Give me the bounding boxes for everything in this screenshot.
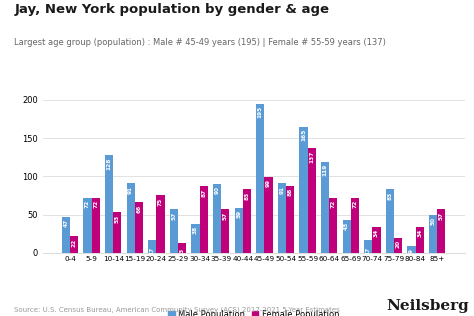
Bar xyxy=(308,148,316,253)
Bar xyxy=(91,198,100,253)
Text: 66: 66 xyxy=(137,205,141,213)
Text: 91: 91 xyxy=(128,185,133,194)
Bar xyxy=(156,196,164,253)
Bar xyxy=(113,212,121,253)
Bar xyxy=(437,209,446,253)
Bar xyxy=(178,243,186,253)
Text: 83: 83 xyxy=(387,192,392,200)
Bar xyxy=(235,208,243,253)
Bar xyxy=(221,209,229,253)
Text: 119: 119 xyxy=(323,164,328,176)
Text: 57: 57 xyxy=(223,211,228,220)
Text: Source: U.S. Census Bureau, American Community Survey (ACS) 2017-2021 5-Year Est: Source: U.S. Census Bureau, American Com… xyxy=(14,306,340,313)
Bar xyxy=(407,246,416,253)
Text: 59: 59 xyxy=(236,210,241,218)
Text: 38: 38 xyxy=(193,226,198,234)
Text: Jay, New York population by gender & age: Jay, New York population by gender & age xyxy=(14,3,329,16)
Bar xyxy=(416,227,424,253)
Text: 50: 50 xyxy=(430,217,436,225)
Bar xyxy=(264,177,273,253)
Bar xyxy=(343,220,351,253)
Text: 72: 72 xyxy=(93,200,98,208)
Bar xyxy=(364,240,373,253)
Text: 13: 13 xyxy=(180,248,184,256)
Bar xyxy=(70,236,78,253)
Bar xyxy=(127,183,135,253)
Text: 87: 87 xyxy=(201,189,206,197)
Text: 195: 195 xyxy=(258,106,263,118)
Bar xyxy=(321,162,329,253)
Text: 72: 72 xyxy=(85,200,90,208)
Text: 128: 128 xyxy=(107,157,111,170)
Bar xyxy=(351,198,359,253)
Bar xyxy=(83,198,91,253)
Text: 72: 72 xyxy=(331,200,336,208)
Text: 91: 91 xyxy=(279,185,284,194)
Text: 20: 20 xyxy=(396,240,401,248)
Bar xyxy=(300,127,308,253)
Text: 9: 9 xyxy=(409,249,414,253)
Legend: Male Population, Female Population: Male Population, Female Population xyxy=(164,306,343,316)
Text: 57: 57 xyxy=(439,211,444,220)
Bar xyxy=(373,227,381,253)
Bar xyxy=(200,186,208,253)
Text: 99: 99 xyxy=(266,179,271,187)
Text: 88: 88 xyxy=(288,188,292,196)
Bar xyxy=(148,240,156,253)
Text: Neilsberg: Neilsberg xyxy=(386,299,469,313)
Text: 22: 22 xyxy=(72,238,77,246)
Text: 43: 43 xyxy=(344,222,349,230)
Text: 83: 83 xyxy=(245,192,249,200)
Bar xyxy=(191,224,200,253)
Text: 90: 90 xyxy=(215,186,219,194)
Text: 75: 75 xyxy=(158,198,163,206)
Bar xyxy=(62,217,70,253)
Text: 165: 165 xyxy=(301,129,306,141)
Text: 72: 72 xyxy=(352,200,357,208)
Bar xyxy=(105,155,113,253)
Text: 137: 137 xyxy=(309,150,314,163)
Bar xyxy=(278,183,286,253)
Text: 34: 34 xyxy=(417,229,422,237)
Bar xyxy=(286,185,294,253)
Bar xyxy=(256,104,264,253)
Text: 47: 47 xyxy=(64,219,68,228)
Bar xyxy=(386,189,394,253)
Text: 34: 34 xyxy=(374,229,379,237)
Bar xyxy=(213,184,221,253)
Bar xyxy=(243,189,251,253)
Bar xyxy=(329,198,337,253)
Bar xyxy=(394,238,402,253)
Text: 53: 53 xyxy=(115,215,120,223)
Text: Largest age group (population) : Male # 45-49 years (195) | Female # 55-59 years: Largest age group (population) : Male # … xyxy=(14,38,386,47)
Bar xyxy=(135,202,143,253)
Text: 57: 57 xyxy=(172,211,176,220)
Bar xyxy=(429,215,437,253)
Text: 17: 17 xyxy=(150,246,155,255)
Bar xyxy=(170,209,178,253)
Text: 17: 17 xyxy=(366,246,371,255)
